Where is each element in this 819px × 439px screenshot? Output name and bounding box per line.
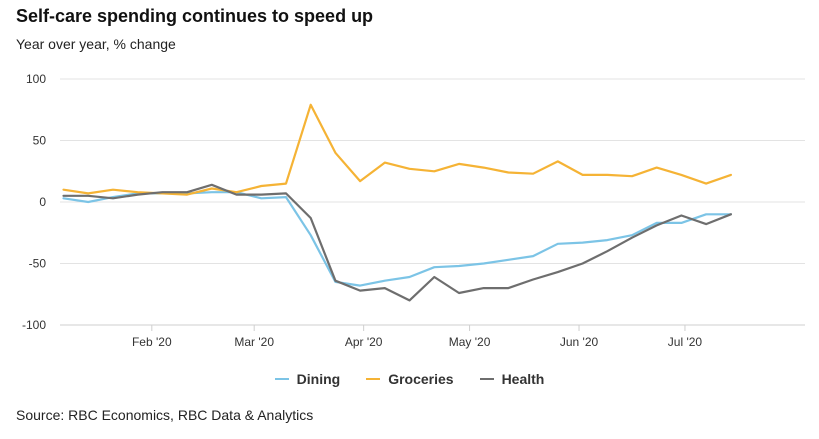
y-tick-label: 100 [26, 72, 46, 86]
legend: Dining Groceries Health [0, 371, 819, 387]
x-tick-label: Mar '20 [234, 335, 274, 349]
x-tick-label: Jun '20 [560, 335, 599, 349]
legend-swatch-groceries [366, 378, 381, 380]
source-note: Source: RBC Economics, RBC Data & Analyt… [16, 407, 314, 423]
legend-item-health[interactable]: Health [479, 371, 545, 387]
x-tick-label: May '20 [449, 335, 491, 349]
x-tick-label: Apr '20 [345, 335, 383, 349]
legend-swatch-health [479, 378, 494, 380]
legend-item-dining[interactable]: Dining [274, 371, 341, 387]
series-line-health[interactable] [62, 183, 733, 302]
legend-label-groceries: Groceries [388, 371, 454, 387]
series-line-groceries[interactable] [62, 103, 733, 196]
y-tick-label: 0 [39, 195, 46, 209]
y-tick-label: -50 [29, 257, 47, 271]
legend-swatch-dining [274, 378, 289, 380]
x-tick-label: Jul '20 [668, 335, 703, 349]
series-lines [62, 103, 733, 302]
grid-lines [60, 78, 805, 326]
legend-item-groceries[interactable]: Groceries [366, 371, 454, 387]
axes: 100 50 0 -50 -100 Feb '20 Mar '20 Apr '20 May '2… [22, 72, 805, 349]
y-tick-label: -100 [22, 318, 46, 332]
legend-label-health: Health [501, 371, 545, 387]
chart-title: Self-care spending continues to speed up [16, 6, 374, 26]
x-tick-label: Feb '20 [132, 335, 172, 349]
y-tick-label: 50 [33, 134, 47, 148]
legend-label-dining: Dining [296, 371, 341, 387]
chart-subtitle: Year over year, % change [16, 36, 176, 52]
